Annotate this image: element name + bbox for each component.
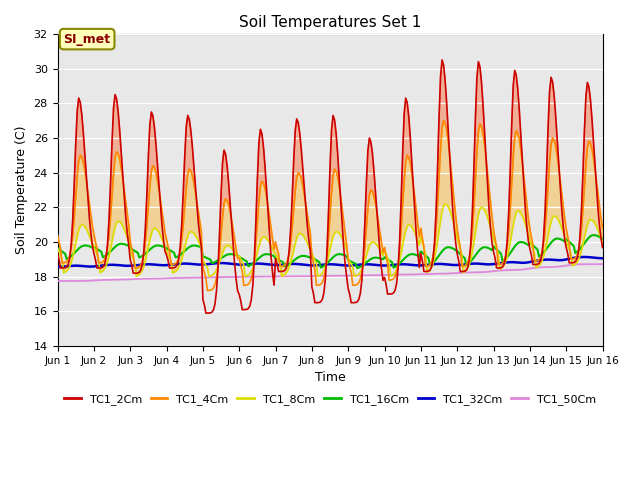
Legend: TC1_2Cm, TC1_4Cm, TC1_8Cm, TC1_16Cm, TC1_32Cm, TC1_50Cm: TC1_2Cm, TC1_4Cm, TC1_8Cm, TC1_16Cm, TC1… xyxy=(60,389,600,409)
Y-axis label: Soil Temperature (C): Soil Temperature (C) xyxy=(15,126,28,254)
Text: SI_met: SI_met xyxy=(63,33,111,46)
X-axis label: Time: Time xyxy=(315,372,346,384)
Title: Soil Temperatures Set 1: Soil Temperatures Set 1 xyxy=(239,15,421,30)
